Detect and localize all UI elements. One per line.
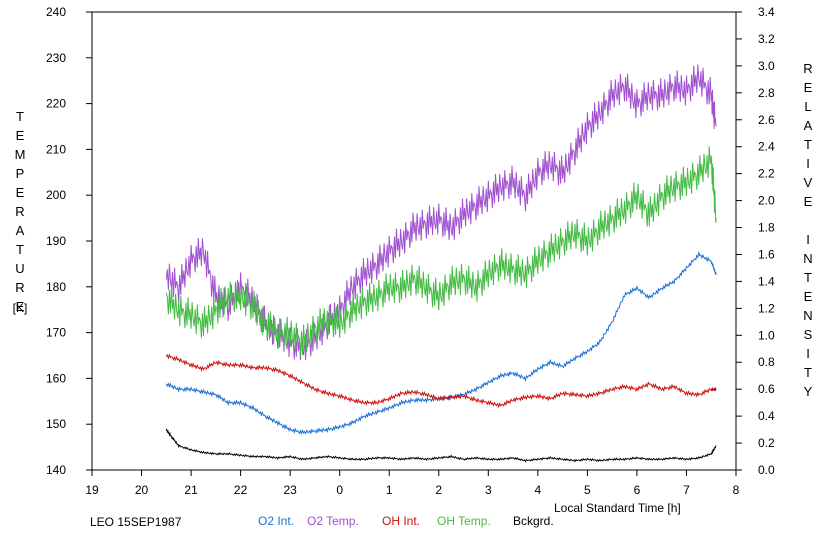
y-left-tick-label: 170 xyxy=(46,326,66,340)
x-tick-label: 0 xyxy=(336,483,343,497)
y-right-tick-label: 2.0 xyxy=(758,194,775,208)
x-tick-label: 6 xyxy=(634,483,641,497)
x-tick-label: 21 xyxy=(184,483,198,497)
y-left-tick-label: 180 xyxy=(46,280,66,294)
series-line-o2-temp xyxy=(166,65,716,361)
legend-entry: O2 Int. xyxy=(258,514,294,528)
x-tick-label: 1 xyxy=(386,483,393,497)
plot-frame xyxy=(92,12,736,470)
y-right-tick-label: 0.2 xyxy=(758,436,775,450)
footer-station-label: LEO 15SEP1987 xyxy=(90,515,182,529)
y-right-tick-label: 1.4 xyxy=(758,274,775,288)
x-tick-label: 19 xyxy=(85,483,99,497)
y-right-tick-label: 1.6 xyxy=(758,247,775,261)
y-left-tick-label: 160 xyxy=(46,371,66,385)
y-left-tick-label: 140 xyxy=(46,463,66,477)
axes xyxy=(86,12,742,476)
y-left-tick-label: 150 xyxy=(46,417,66,431)
y-right-tick-label: 2.2 xyxy=(758,167,775,181)
x-tick-label: 20 xyxy=(135,483,149,497)
y-right-tick-label: 0.4 xyxy=(758,409,775,423)
x-tick-label: 4 xyxy=(535,483,542,497)
y-right-tick-label: 2.6 xyxy=(758,113,775,127)
series-line-o2-int xyxy=(166,253,716,434)
x-axis-label: Local Standard Time [h] xyxy=(554,501,681,515)
x-tick-label: 22 xyxy=(234,483,248,497)
legend-entry: Bckgrd. xyxy=(513,514,554,528)
y-right-tick-label: 0.0 xyxy=(758,463,775,477)
y-right-tick-label: 1.8 xyxy=(758,221,775,235)
y-right-tick-label: 3.0 xyxy=(758,59,775,73)
series-group xyxy=(166,65,716,462)
legend-entry: O2 Temp. xyxy=(307,514,359,528)
y-right-tick-label: 1.2 xyxy=(758,301,775,315)
x-tick-label: 5 xyxy=(584,483,591,497)
legend-entry: OH Temp. xyxy=(437,514,491,528)
series-line-oh-temp xyxy=(166,146,716,356)
tick-labels: 19 20 21 22 23 0 1 2 3 4 5 6 7 8140150160170180190200… xyxy=(46,5,775,497)
y-right-tick-label: 0.8 xyxy=(758,355,775,369)
y-left-tick-label: 230 xyxy=(46,51,66,65)
y-right-tick-label: 3.4 xyxy=(758,5,775,19)
y-right-tick-label: 2.4 xyxy=(758,140,775,154)
y-right-tick-label: 0.6 xyxy=(758,382,775,396)
x-tick-label: 23 xyxy=(283,483,297,497)
y-left-tick-label: 220 xyxy=(46,97,66,111)
series-line-bckgrd xyxy=(166,429,716,462)
y-right-tick-label: 2.8 xyxy=(758,86,775,100)
y-axis-left-unit: [K] xyxy=(8,300,32,317)
x-tick-label: 7 xyxy=(683,483,690,497)
y-left-tick-label: 240 xyxy=(46,5,66,19)
x-tick-label: 8 xyxy=(733,483,740,497)
y-left-tick-label: 200 xyxy=(46,188,66,202)
y-right-tick-label: 3.2 xyxy=(758,32,775,46)
x-tick-label: 3 xyxy=(485,483,492,497)
y-right-tick-label: 1.0 xyxy=(758,328,775,342)
legend-entry: OH Int. xyxy=(382,514,420,528)
x-tick-label: 2 xyxy=(435,483,442,497)
y-left-tick-label: 210 xyxy=(46,142,66,156)
y-left-tick-label: 190 xyxy=(46,234,66,248)
